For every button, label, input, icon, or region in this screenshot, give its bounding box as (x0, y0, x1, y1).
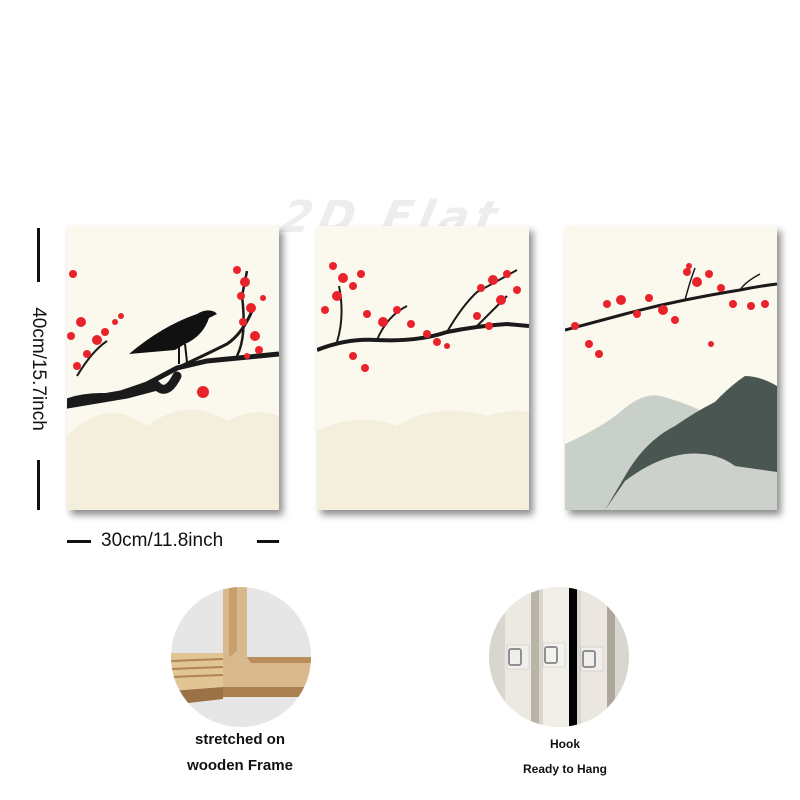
hook-icon (489, 587, 629, 727)
canvas-panel-2 (317, 226, 529, 510)
height-dimension-label: 40cm/15.7inch (28, 307, 49, 431)
frame-caption-line-1: stretched on (194, 731, 285, 748)
blossom-icon (321, 262, 521, 372)
hook-detail-image (489, 587, 629, 727)
blossom-icon (571, 263, 769, 358)
mountain-icon (565, 376, 777, 510)
blossom-icon (67, 266, 266, 398)
plum-mountain-artwork (565, 263, 777, 510)
hook-caption-line-2: Ready to Hang (522, 762, 607, 776)
hook-caption-line-1: Hook (550, 737, 580, 751)
height-dimension-line-bottom (37, 460, 40, 510)
plum-branch-artwork (317, 262, 529, 510)
canvas-panel-3 (565, 226, 777, 510)
crow-branch-artwork (67, 266, 279, 510)
width-dimension-label: 30cm/11.8inch (101, 530, 224, 551)
width-dimension-line-right (257, 540, 279, 543)
crow-icon (129, 310, 217, 364)
wood-frame-icon (171, 587, 311, 727)
canvas-panel-1 (67, 226, 279, 510)
width-dimension-line-left (67, 540, 91, 543)
frame-caption-line-2: wooden Frame (187, 757, 293, 774)
height-dimension-line-top (37, 228, 40, 282)
wood-frame-detail-image (171, 587, 311, 727)
